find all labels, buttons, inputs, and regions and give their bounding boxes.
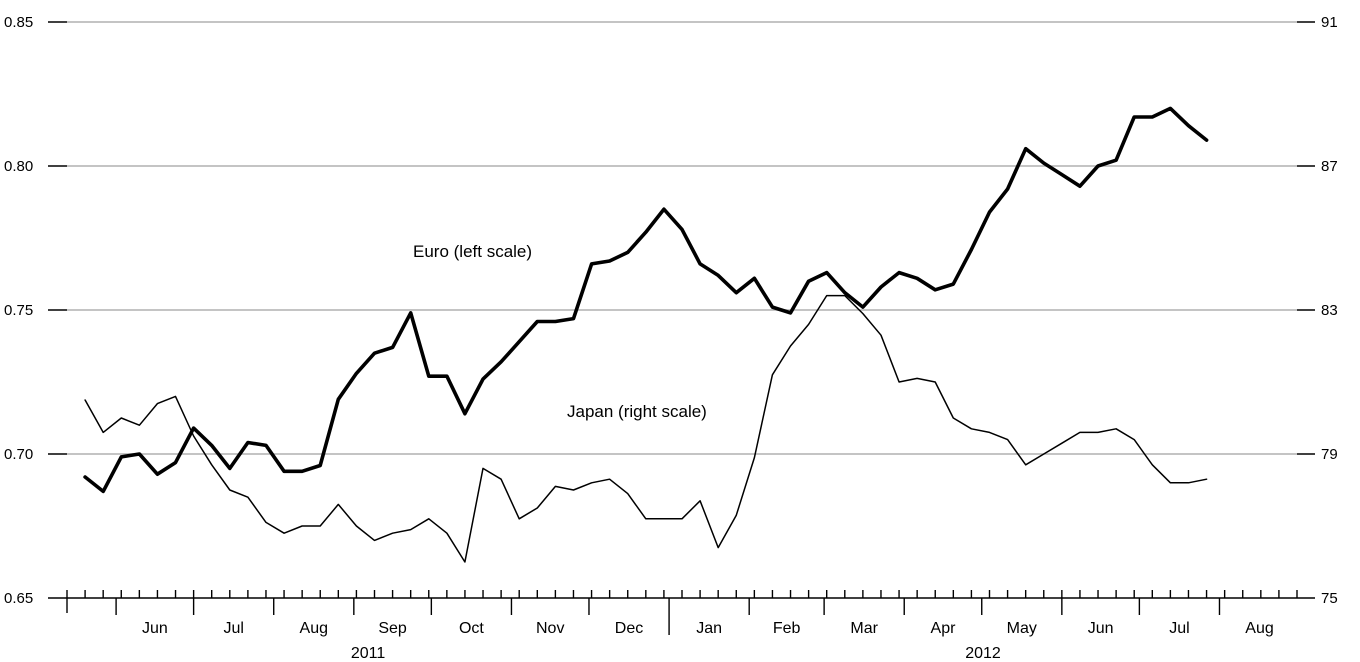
left-tick-label: 0.80	[4, 158, 33, 175]
year-label: 2011	[351, 645, 386, 662]
right-tick-label: 91	[1321, 14, 1338, 31]
right-tick-label: 87	[1321, 158, 1338, 175]
month-label: Jun	[142, 620, 168, 637]
month-label: Oct	[459, 620, 484, 637]
month-label: Jul	[1169, 620, 1189, 637]
gridlines	[67, 21, 1297, 455]
japan-annotation: Japan (right scale)	[567, 402, 707, 421]
right-tick-label: 75	[1321, 590, 1338, 607]
month-label: Jun	[1088, 620, 1114, 637]
left-tick-label: 0.65	[4, 590, 33, 607]
month-label: Aug	[300, 620, 328, 637]
japan-series-line	[84, 294, 1208, 563]
euro-annotation: Euro (left scale)	[413, 242, 532, 261]
left-tick-label: 0.70	[4, 446, 33, 463]
month-label: Mar	[850, 620, 878, 637]
month-label: Dec	[615, 620, 643, 637]
year-label: 2012	[965, 645, 1001, 662]
month-label: Aug	[1245, 620, 1273, 637]
series-lines	[83, 106, 1209, 563]
right-tick-label: 83	[1321, 302, 1338, 319]
left-tick-label: 0.75	[4, 302, 33, 319]
euro-series-line	[83, 106, 1209, 494]
month-label: Jan	[696, 620, 722, 637]
month-label: Jul	[223, 620, 243, 637]
month-label: Sep	[378, 620, 407, 637]
month-label: Feb	[773, 620, 801, 637]
month-label: Apr	[931, 620, 957, 637]
month-label: May	[1007, 620, 1037, 637]
month-label: Nov	[536, 620, 564, 637]
right-tick-label: 79	[1321, 446, 1338, 463]
left-tick-label: 0.85	[4, 14, 33, 31]
axes: 0.65 0.70 0.75 0.80 0.85 75 79 83 87 91 Jun Jul Aug S…	[4, 14, 1338, 662]
